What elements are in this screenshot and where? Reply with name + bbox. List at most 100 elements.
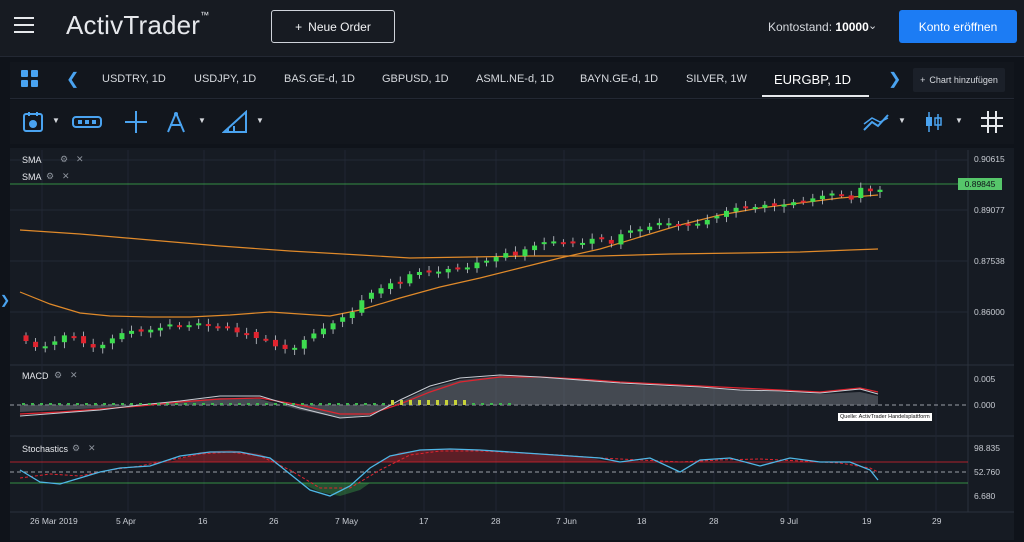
tab-asml[interactable]: ASML.NE-d, 1D [476,73,555,85]
crosshair-icon[interactable] [124,110,148,134]
candle-up[interactable] [752,207,758,210]
candle-down[interactable] [560,242,566,245]
candle-up[interactable] [119,333,125,340]
candle-up[interactable] [762,204,768,208]
candle-down[interactable] [743,206,749,209]
candle-up[interactable] [167,324,173,327]
candle-up[interactable] [378,288,384,294]
close-icon[interactable]: ✕ [88,443,96,453]
candle-down[interactable] [263,338,269,341]
layout-grid-icon[interactable] [21,70,39,88]
candle-down[interactable] [71,336,77,339]
candle-down[interactable] [839,194,845,197]
candle-down[interactable] [138,329,144,332]
candle-up[interactable] [292,347,298,350]
candle-up[interactable] [781,204,787,207]
candle-up[interactable] [829,193,835,196]
candle-up[interactable] [407,274,413,284]
close-icon[interactable]: ✕ [70,370,78,380]
indicators-icon[interactable] [72,116,102,128]
candle-up[interactable] [445,268,451,273]
new-order-button[interactable]: + Neue Order [271,10,395,43]
candle-down[interactable] [455,267,461,270]
candle-down[interactable] [234,327,240,333]
close-icon[interactable]: ✕ [62,171,70,181]
grid-toggle-icon[interactable] [980,110,1004,134]
macd-label[interactable]: MACD [22,371,49,381]
candle-down[interactable] [282,344,288,349]
candle-up[interactable] [858,187,864,199]
candle-up[interactable] [340,317,346,322]
tab-bas[interactable]: BAS.GE-d, 1D [284,73,355,85]
candle-down[interactable] [272,339,278,347]
candle-up[interactable] [618,234,624,245]
candle-down[interactable] [177,325,183,328]
candle-down[interactable] [848,195,854,200]
candle-down[interactable] [685,223,691,226]
candle-down[interactable] [33,341,39,348]
candle-up[interactable] [109,338,115,344]
chevron-down-icon[interactable]: ⌄ [868,20,878,32]
candle-up[interactable] [810,198,816,202]
chart-panel[interactable] [10,148,1014,540]
candle-down[interactable] [426,270,432,273]
candle-down[interactable] [81,336,87,344]
candle-up[interactable] [42,346,48,349]
candle-down[interactable] [397,281,403,284]
candle-down[interactable] [215,326,221,329]
candle-up[interactable] [320,328,326,335]
candle-up[interactable] [704,219,710,225]
candle-up[interactable] [532,245,538,251]
settings-icon[interactable]: ⚙ [54,370,63,380]
candle-down[interactable] [512,251,518,256]
candle-up[interactable] [157,327,163,331]
candle-up[interactable] [484,260,490,263]
candle-up[interactable] [493,256,499,262]
candle-down[interactable] [225,326,231,329]
candle-up[interactable] [819,195,825,200]
candle-up[interactable] [416,271,422,275]
candle-up[interactable] [359,300,365,313]
candle-up[interactable] [522,249,528,257]
candle-up[interactable] [330,323,336,330]
settings-icon[interactable]: ⚙ [60,154,69,164]
candle-up[interactable] [148,329,154,333]
candle-up[interactable] [474,262,480,269]
ruler-triangle-icon[interactable] [222,110,248,134]
tab-silver[interactable]: SILVER, 1W [686,73,747,85]
caret-down-icon[interactable]: ▼ [256,116,264,125]
add-chart-button[interactable]: + Chart hinzufügen [913,68,1005,92]
candle-down[interactable] [599,237,605,240]
chevron-left-icon[interactable]: ❮ [66,71,80,88]
caret-down-icon[interactable]: ▼ [898,116,906,125]
sma-indicator-label-2[interactable]: SMA [22,172,42,182]
candle-up[interactable] [100,344,106,349]
candle-down[interactable] [675,224,681,227]
candlestick-icon[interactable] [924,110,944,134]
settings-icon[interactable]: ⚙ [72,443,81,453]
candle-up[interactable] [52,341,58,345]
stochastics-label[interactable]: Stochastics [22,444,69,454]
compass-drawing-icon[interactable] [164,110,188,134]
candle-up[interactable] [551,241,557,244]
candle-up[interactable] [61,335,67,343]
candle-up[interactable] [301,339,307,349]
candle-up[interactable] [647,226,653,231]
candle-up[interactable] [388,283,394,289]
candle-down[interactable] [771,203,777,206]
candle-up[interactable] [464,267,470,270]
candle-down[interactable] [867,188,873,192]
candle-down[interactable] [253,331,259,339]
chart-type-line-icon[interactable] [862,112,890,134]
candle-down[interactable] [570,241,576,244]
chevron-right-icon[interactable]: ❯ [888,71,902,88]
caret-down-icon[interactable]: ▼ [198,116,206,125]
candle-up[interactable] [196,323,202,326]
candle-up[interactable] [695,223,701,226]
calendar-icon[interactable] [22,110,46,134]
candle-up[interactable] [311,333,317,339]
chevron-left-icon[interactable]: ❯ [0,293,11,307]
candle-up[interactable] [723,210,729,217]
tab-bayn[interactable]: BAYN.GE-d, 1D [580,73,659,85]
